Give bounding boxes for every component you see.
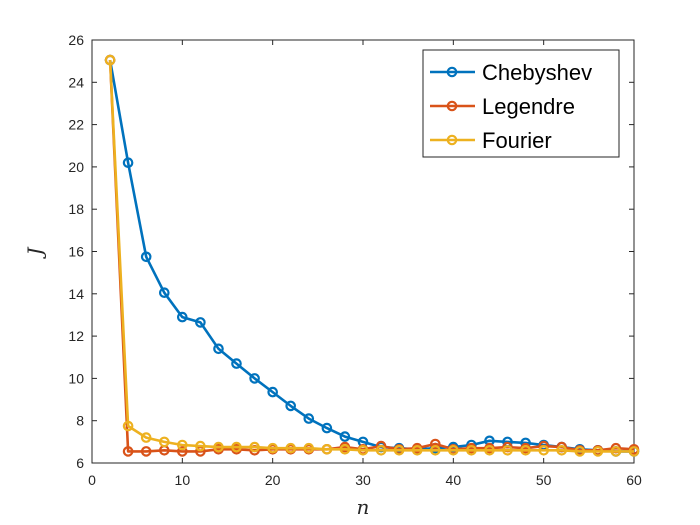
data-point [267, 442, 278, 454]
y-tick-label: 20 [68, 159, 84, 175]
data-point [140, 251, 152, 263]
data-point [213, 441, 224, 453]
data-point [357, 444, 369, 456]
data-point [466, 444, 477, 456]
legend-swatch-marker [446, 66, 458, 78]
data-point [140, 446, 152, 457]
y-tick-label: 14 [68, 286, 84, 302]
data-point [122, 446, 134, 457]
data-point [140, 432, 152, 443]
x-tick-label: 50 [536, 472, 552, 488]
legend-swatch-marker [446, 134, 458, 146]
data-point [411, 444, 423, 456]
data-point [447, 444, 459, 456]
data-point [321, 443, 333, 455]
legend-label-fourier: Fourier [482, 128, 552, 153]
x-tick-label: 20 [265, 472, 281, 488]
data-point [375, 444, 387, 456]
y-tick-label: 24 [68, 74, 84, 90]
y-tick-label: 22 [68, 117, 84, 133]
data-point [177, 446, 188, 457]
legend-label-legendre: Legendre [482, 94, 575, 119]
x-ticks: 0 10 20 30 40 50 60 [88, 40, 642, 488]
data-point [303, 442, 315, 454]
y-tick-label: 12 [68, 328, 84, 344]
data-point [267, 386, 278, 398]
y-tick-label: 8 [76, 413, 84, 429]
x-axis-label: n [357, 495, 370, 519]
data-point [231, 441, 242, 453]
y-ticks: 6 8 10 12 14 16 18 20 22 24 26 [68, 32, 634, 471]
data-point [122, 157, 134, 168]
data-point [321, 422, 333, 434]
data-point [177, 311, 188, 323]
axes: 0 10 20 30 40 50 60 6 8 10 12 14 16 18 20 22 24 26 n J [23, 32, 642, 519]
data-point [628, 446, 640, 457]
x-tick-label: 40 [446, 472, 462, 488]
legend-label-chebyshev: Chebyshev [482, 60, 592, 85]
y-axis-label: J [23, 247, 47, 260]
data-point [159, 287, 170, 298]
data-point [556, 444, 567, 456]
data-point [177, 439, 188, 451]
y-tick-label: 18 [68, 201, 84, 217]
data-point [249, 441, 260, 453]
data-point [592, 446, 604, 457]
x-tick-label: 10 [175, 472, 191, 488]
data-point [520, 444, 531, 456]
data-point [104, 54, 116, 66]
series-group [104, 54, 640, 457]
y-tick-label: 16 [68, 244, 84, 260]
data-point [429, 444, 441, 456]
legend: Chebyshev Legendre Fourier [422, 49, 620, 158]
data-point [484, 444, 495, 456]
data-point [502, 444, 513, 456]
data-point [195, 440, 206, 452]
data-point [195, 317, 206, 328]
data-point [285, 400, 296, 412]
data-point [429, 438, 441, 450]
data-point [231, 358, 242, 369]
data-point [393, 444, 405, 456]
x-tick-label: 60 [626, 472, 642, 488]
data-point [213, 343, 224, 355]
legend-swatch-marker [446, 100, 458, 112]
data-point [122, 420, 134, 432]
y-tick-label: 26 [68, 32, 84, 48]
y-tick-label: 6 [76, 455, 84, 471]
series-line-fourier [108, 60, 634, 453]
data-point [339, 431, 351, 442]
data-point [610, 446, 622, 457]
data-point [303, 413, 315, 424]
data-point [249, 373, 260, 384]
y-tick-label: 10 [68, 370, 84, 386]
data-point [538, 444, 549, 456]
x-tick-label: 0 [88, 472, 96, 488]
data-point [339, 443, 351, 455]
series-fourier [104, 54, 640, 457]
data-point [285, 442, 296, 454]
data-point [159, 436, 170, 448]
x-tick-label: 30 [355, 472, 371, 488]
data-point [574, 446, 586, 457]
